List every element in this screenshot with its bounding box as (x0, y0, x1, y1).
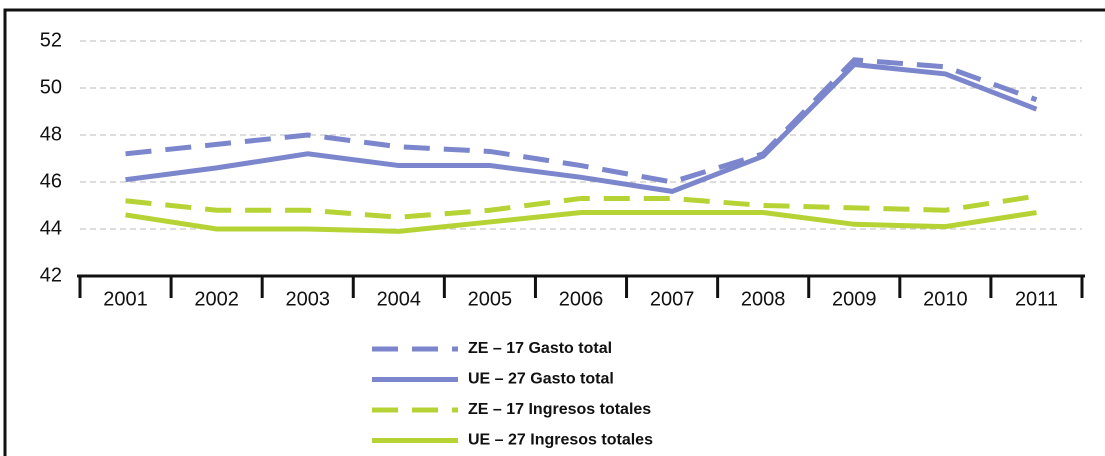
x-tick-label: 2010 (923, 288, 968, 310)
x-tick-label: 2001 (103, 288, 148, 310)
x-tick-label: 2002 (194, 288, 239, 310)
y-tick-label: 44 (40, 217, 62, 239)
legend-label: UE – 27 Gasto total (468, 371, 614, 388)
y-tick-label: 50 (40, 76, 62, 98)
x-tick-label: 2008 (741, 288, 786, 310)
y-tick-label: 52 (40, 29, 62, 51)
x-tick-label: 2004 (377, 288, 422, 310)
x-tick-label: 2009 (832, 288, 877, 310)
series-line (125, 61, 1038, 194)
series-line (125, 57, 1038, 185)
frame (3, 8, 1105, 456)
x-tick-label: 2007 (650, 288, 695, 310)
legend-label: UE – 27 Ingresos totales (468, 432, 653, 449)
series-line (125, 193, 1037, 220)
x-tick-label: 2005 (468, 288, 513, 310)
y-tick-label: 42 (40, 264, 62, 286)
legend-label: ZE – 17 Gasto total (468, 340, 612, 357)
legend-label: ZE – 17 Ingresos totales (468, 401, 651, 418)
x-tick-label: 2003 (285, 288, 330, 310)
y-tick-label: 46 (40, 170, 62, 192)
series-line (125, 210, 1037, 234)
y-tick-label: 48 (40, 123, 62, 145)
x-tick-label: 2011 (1015, 288, 1058, 310)
x-tick-label: 2006 (559, 288, 604, 310)
